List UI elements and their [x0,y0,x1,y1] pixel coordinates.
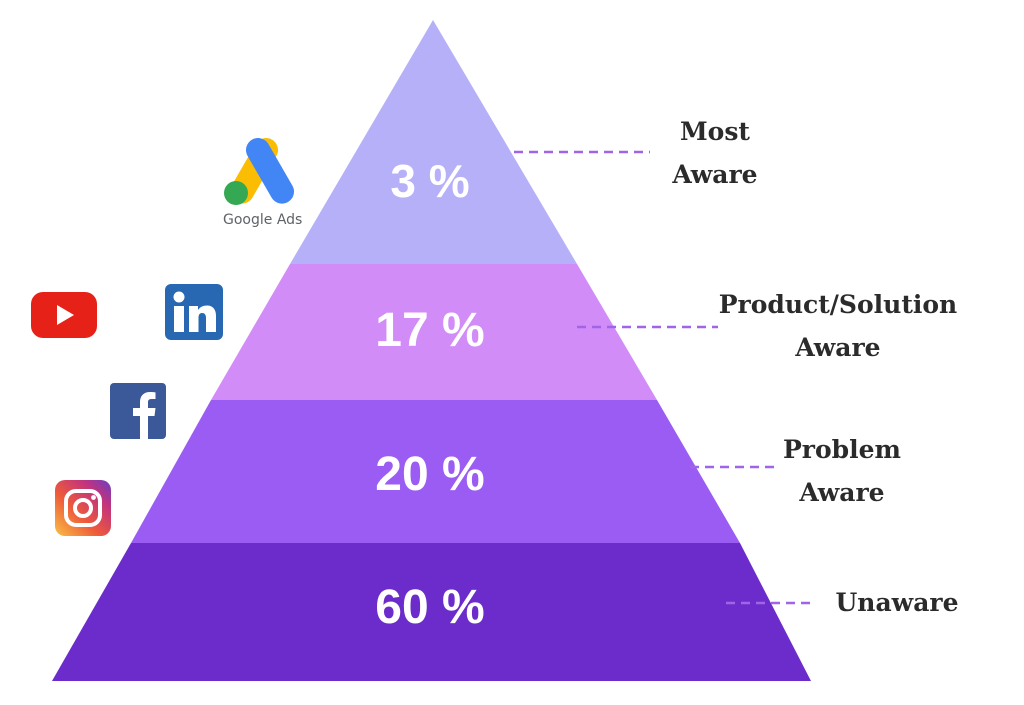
label-most-aware-line-2: Aware [672,160,758,189]
label-problem-aware-line-1: Problem [783,435,901,464]
label-problem-aware: Problem Aware [762,428,922,514]
tier-value-unaware: 60 % [375,581,484,634]
label-unaware-line-1: Unaware [835,588,959,617]
label-problem-aware-line-2: Aware [799,478,885,507]
label-solution-aware: Product/Solution Aware [700,283,976,369]
label-solution-aware-line-2: Aware [795,333,881,362]
tier-value-solution-aware: 17 % [375,304,484,357]
tier-problem-aware [131,400,740,543]
tier-value-problem-aware: 20 % [375,448,484,501]
label-solution-aware-line-1: Product/Solution [718,290,958,319]
label-most-aware: Most Aware [640,110,790,196]
tier-solution-aware [211,264,657,400]
label-unaware: Unaware [822,581,972,624]
tier-unaware [52,543,811,681]
youtube-icon [31,292,97,338]
google-ads-caption: Google Ads [223,212,303,228]
tier-most-aware [290,20,577,264]
instagram-icon [55,480,111,536]
tier-value-most-aware: 3 % [390,155,469,207]
linkedin-icon [165,284,223,340]
facebook-icon [110,383,166,439]
label-most-aware-line-1: Most [680,117,750,146]
google-ads-icon [224,138,294,205]
